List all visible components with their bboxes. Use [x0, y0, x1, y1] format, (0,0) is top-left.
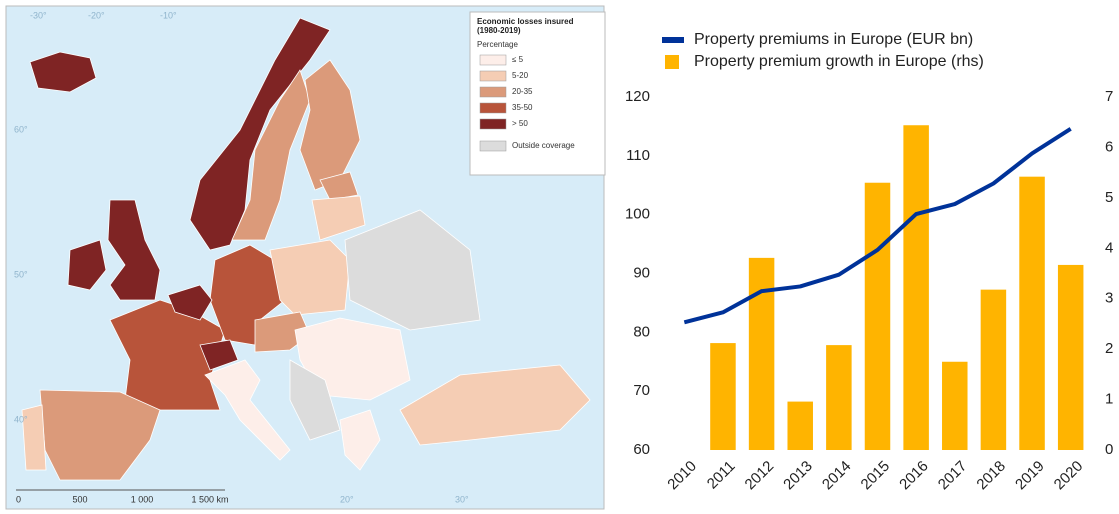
map-legend-title: (1980-2019): [477, 26, 521, 35]
map-legend-title: Economic losses insured: [477, 17, 574, 26]
y-tick-label: 60: [633, 441, 650, 458]
legend-label: 5-20: [512, 71, 529, 80]
x-tick-label: 2015: [858, 458, 894, 494]
legend-swatch: [662, 37, 684, 43]
y-tick-label: 120: [625, 88, 650, 105]
bar: [787, 401, 813, 450]
graticule-label: 60°: [14, 124, 28, 134]
x-tick-label: 2017: [935, 458, 971, 494]
graticule-label: -10°: [160, 10, 177, 20]
bar: [903, 125, 929, 451]
x-tick-label: 2019: [1012, 458, 1048, 494]
scale-label: 0: [16, 494, 21, 504]
country: [21, 404, 47, 471]
country: [167, 284, 213, 321]
x-tick-label: 2014: [819, 458, 855, 494]
graticule-label: 30°: [455, 494, 469, 504]
x-tick-label: 2010: [664, 458, 700, 494]
bar: [826, 345, 852, 450]
legend-label: Outside coverage: [512, 141, 575, 150]
legend-swatch: [479, 54, 507, 66]
bar: [1019, 176, 1045, 451]
y-tick-label: 80: [633, 323, 650, 340]
country: [319, 171, 359, 201]
country: [189, 17, 331, 251]
country: [399, 364, 591, 446]
y-tick-label: 90: [633, 264, 650, 281]
x-tick-label: 2016: [896, 458, 932, 494]
graticule-label: -20°: [88, 10, 105, 20]
scale-label: 1 000: [131, 494, 154, 504]
map-legend-subtitle: Percentage: [477, 40, 518, 49]
legend-label: 20-35: [512, 87, 533, 96]
country: [231, 69, 311, 241]
y2-tick-label: 3: [1105, 290, 1113, 307]
country: [289, 359, 341, 441]
x-tick-label: 2013: [780, 458, 816, 494]
y2-tick-label: 4: [1105, 239, 1113, 256]
y-tick-label: 70: [633, 382, 650, 399]
line: [683, 127, 1072, 325]
y2-tick-label: 6: [1105, 138, 1113, 155]
bar: [980, 289, 1007, 450]
legend-swatch: [479, 118, 507, 130]
country: [269, 239, 351, 316]
country: [107, 199, 161, 301]
legend-swatch: [479, 102, 507, 114]
legend-swatch: [479, 70, 507, 82]
legend-label: ≤ 5: [512, 55, 524, 64]
legend-swatch: [665, 55, 679, 69]
graticule-label: 20°: [340, 494, 354, 504]
country: [339, 409, 381, 471]
bar: [864, 182, 891, 450]
x-tick-label: 2011: [704, 458, 739, 493]
country: [204, 359, 291, 461]
y2-tick-label: 2: [1105, 340, 1113, 357]
scale-label: 500: [72, 494, 87, 504]
bar: [748, 257, 775, 450]
country: [199, 339, 239, 371]
y2-tick-label: 5: [1105, 189, 1113, 206]
graticule-label: 50°: [14, 269, 28, 279]
country: [311, 195, 366, 241]
y2-tick-label: 0: [1105, 441, 1113, 458]
x-tick-label: 2020: [1051, 458, 1087, 494]
bar: [710, 343, 736, 450]
legend-swatch: [479, 86, 507, 98]
bar: [942, 361, 968, 450]
graticule-label: 40°: [14, 414, 28, 424]
scale-label: 1 500 km: [191, 494, 228, 504]
legend-label: Property premiums in Europe (EUR bn): [694, 31, 973, 48]
country: [344, 209, 481, 331]
country: [39, 389, 161, 481]
y2-tick-label: 7: [1105, 88, 1113, 105]
legend-label: 35-50: [512, 103, 533, 112]
legend-swatch: [479, 140, 507, 152]
graticule-label: -30°: [30, 10, 47, 20]
bar: [1057, 264, 1084, 450]
y2-tick-label: 1: [1105, 391, 1113, 408]
y-tick-label: 110: [626, 147, 650, 164]
country: [29, 51, 97, 93]
map: Economic losses insured (1980-2019) Perc…: [5, 5, 606, 510]
x-tick-label: 2018: [973, 458, 1009, 494]
y-tick-label: 100: [625, 206, 650, 223]
x-tick-label: 2012: [742, 458, 778, 494]
country: [67, 239, 107, 291]
legend-label: Property premium growth in Europe (rhs): [694, 53, 984, 70]
legend-label: > 50: [512, 119, 528, 128]
